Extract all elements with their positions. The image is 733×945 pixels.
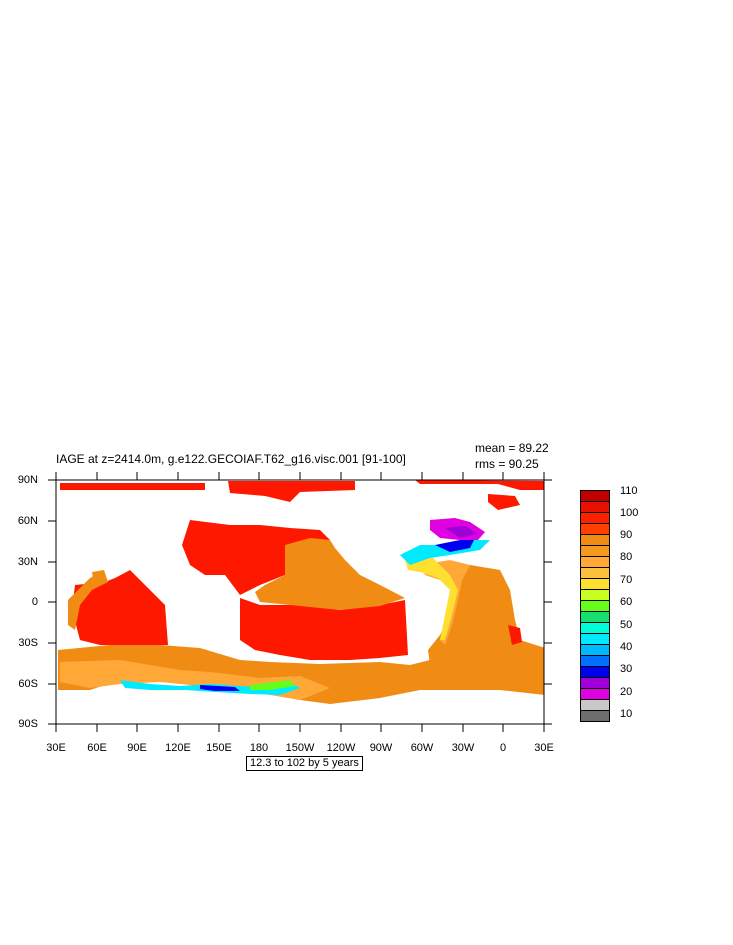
x-tick-label: 150E (206, 742, 232, 754)
colorbar-label: 80 (620, 551, 633, 563)
nordic-sea (488, 494, 520, 510)
colorbar-label: 10 (620, 708, 633, 720)
x-tick-label: 90E (127, 742, 147, 754)
arctic-region (60, 480, 544, 502)
indian-mid (68, 572, 108, 630)
colorbar-label: 110 (620, 485, 638, 497)
southern-ocean (58, 645, 544, 704)
y-tick-marks (48, 479, 552, 725)
rms-value: rms = 90.25 (475, 457, 539, 471)
mean-value: mean = 89.22 (475, 441, 549, 455)
colorbar-label: 50 (620, 619, 633, 631)
antarctic-plume-green (250, 680, 295, 690)
y-tick-label: 30N (17, 556, 38, 568)
atlantic-yellow (405, 555, 458, 640)
y-tick-label: 60S (18, 678, 38, 690)
colorbar-label: 30 (620, 663, 633, 675)
plot-title: IAGE at z=2414.0m, g.e122.GECOIAF.T62_g1… (56, 452, 406, 466)
antarctic-plume-deep (200, 685, 240, 691)
pacific-old-water (182, 520, 330, 595)
x-tick-label: 90W (369, 742, 393, 754)
atlantic-south-red (508, 625, 522, 645)
x-tick-label: 150W (285, 742, 315, 754)
atlantic-deep-young (435, 538, 475, 552)
pacific-south-old-water (240, 598, 408, 660)
labrador-sea-core (445, 526, 478, 538)
x-tick-label: 180 (249, 742, 269, 754)
y-tick-label: 30S (18, 637, 38, 649)
x-tick-label: 120E (165, 742, 191, 754)
y-tick-label: 0 (31, 596, 38, 608)
x-tick-label: 60E (87, 742, 107, 754)
y-tick-label: 90N (17, 474, 38, 486)
colorbar-label: 90 (620, 529, 633, 541)
x-tick-label: 30E (534, 742, 554, 754)
pacific-mid-age (255, 538, 405, 610)
x-tick-marks (55, 472, 545, 732)
y-tick-label: 60N (17, 515, 38, 527)
x-tick-label: 120W (326, 742, 356, 754)
y-tick-label: 90S (18, 718, 38, 730)
ocean-field (58, 480, 544, 704)
x-tick-label: 0 (499, 742, 507, 754)
colorbar-label: 60 (620, 596, 633, 608)
indian-old-water (72, 570, 168, 645)
colorbar-label: 70 (620, 574, 633, 586)
colorbar-label: 40 (620, 641, 633, 653)
atlantic-light (420, 560, 470, 645)
colorbar-label: 20 (620, 686, 633, 698)
x-tick-label: 60W (410, 742, 434, 754)
colorbar-label: 100 (620, 507, 639, 519)
east-pacific-mid (92, 570, 108, 585)
contour-info-box: 12.3 to 102 by 5 years (246, 756, 363, 771)
x-tick-label: 30W (451, 742, 475, 754)
x-tick-label: 30E (46, 742, 66, 754)
colorbar (580, 490, 610, 722)
colorbar-swatch (580, 710, 610, 722)
